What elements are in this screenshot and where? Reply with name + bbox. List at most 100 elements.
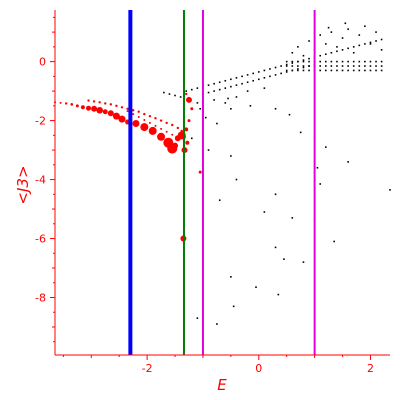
red-point [185, 140, 190, 145]
red-point [160, 127, 163, 130]
black-point [308, 65, 310, 67]
black-point [347, 60, 349, 63]
black-point [297, 65, 299, 67]
black-point [358, 44, 361, 47]
black-point [277, 293, 280, 296]
red-point [154, 124, 157, 127]
black-point [302, 59, 305, 61]
red-point [92, 100, 96, 103]
black-point [330, 65, 333, 67]
red-point [157, 132, 166, 141]
black-point [347, 69, 349, 72]
black-point [380, 38, 383, 41]
red-point [165, 121, 168, 125]
black-point [168, 93, 171, 95]
red-point [98, 101, 101, 104]
black-point [204, 116, 207, 119]
black-point [235, 84, 238, 86]
black-point [252, 79, 255, 82]
y-tick-label: -4 [35, 174, 46, 187]
black-point [333, 240, 335, 243]
black-point [369, 43, 372, 45]
black-point [235, 178, 238, 181]
black-point [230, 107, 232, 110]
black-point [308, 69, 310, 72]
black-point [285, 69, 288, 72]
red-point [75, 104, 79, 108]
black-point [336, 46, 338, 48]
black-point [297, 46, 299, 48]
y-axis-label: <J3> [14, 165, 32, 204]
red-point [140, 123, 149, 132]
black-point [297, 60, 299, 63]
black-point [341, 69, 344, 72]
black-point [291, 51, 294, 54]
red-point [137, 110, 140, 113]
black-point [302, 261, 305, 263]
black-point [185, 90, 188, 92]
black-point [285, 63, 288, 66]
black-point [375, 40, 377, 42]
black-point [380, 60, 383, 63]
red-point [137, 116, 140, 119]
black-point [319, 65, 322, 67]
black-point [319, 34, 322, 36]
x-axis-label: E [217, 376, 227, 394]
black-point [235, 77, 238, 79]
black-point [269, 75, 271, 78]
red-point [64, 102, 68, 105]
black-point [308, 60, 310, 63]
black-point [347, 47, 349, 50]
black-point [369, 60, 372, 63]
black-point [216, 323, 218, 325]
black-point [299, 131, 302, 134]
black-point [352, 65, 355, 67]
black-point [341, 60, 344, 63]
red-point [118, 115, 126, 123]
black-point [324, 146, 327, 148]
black-point [274, 107, 277, 110]
black-point [389, 189, 391, 191]
red-point [86, 105, 91, 111]
black-point [364, 60, 366, 63]
black-point [302, 69, 305, 72]
black-point [324, 69, 327, 72]
black-point [288, 113, 291, 116]
red-point [87, 99, 90, 102]
red-point [104, 102, 107, 105]
black-point [347, 65, 349, 67]
black-point [280, 65, 282, 67]
red-point [172, 142, 179, 149]
black-point [330, 31, 333, 33]
black-point [285, 65, 288, 67]
black-point [274, 246, 277, 249]
black-point [263, 69, 266, 72]
red-point [148, 114, 152, 118]
black-point [324, 43, 327, 45]
black-point [375, 31, 377, 33]
black-point [302, 65, 305, 67]
black-point [358, 69, 361, 72]
red-point [190, 107, 194, 111]
black-point [302, 60, 305, 63]
black-point [252, 72, 255, 75]
black-point [369, 65, 372, 67]
black-point [291, 60, 294, 63]
red-point [171, 123, 174, 127]
black-point [344, 22, 347, 25]
red-point [80, 105, 85, 110]
black-point [163, 91, 165, 94]
black-point [218, 88, 221, 91]
black-point [263, 87, 266, 89]
black-point [257, 78, 260, 81]
black-point [341, 37, 344, 39]
black-point [196, 317, 199, 319]
red-point [154, 117, 157, 120]
x-tick-label: 2 [367, 362, 374, 375]
black-point [285, 71, 288, 73]
black-point [230, 85, 232, 88]
black-point [380, 49, 383, 51]
black-point [327, 26, 330, 29]
black-point [302, 66, 305, 69]
black-point [319, 69, 322, 72]
